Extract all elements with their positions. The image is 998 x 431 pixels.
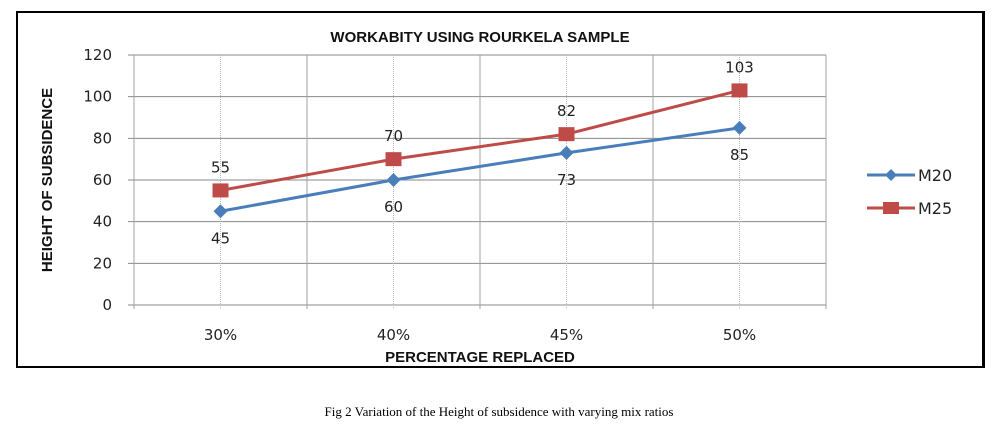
chart-frame <box>16 11 985 368</box>
figure-caption: Fig 2 Variation of the Height of subside… <box>324 404 674 419</box>
y-tick-label: 100 <box>83 88 112 106</box>
y-tick-label: 120 <box>83 46 112 64</box>
legend-label: M20 <box>918 166 952 185</box>
data-label: 82 <box>557 102 576 120</box>
legend-marker-square <box>883 202 899 214</box>
y-tick-label: 40 <box>93 213 112 231</box>
data-label: 103 <box>725 58 754 76</box>
y-tick-label: 20 <box>93 254 112 272</box>
line-chart: 0 20 40 60 80 100 120 30% 40% 45% 50% WORKABITY USI… <box>39 29 952 366</box>
y-axis-title: HEIGHT OF SUBSIDENCE <box>39 88 56 272</box>
data-label: 55 <box>211 158 230 176</box>
legend-label: M25 <box>918 199 952 218</box>
marker-diamond <box>559 145 574 160</box>
data-label: 73 <box>557 171 576 189</box>
data-label: 45 <box>211 229 230 247</box>
x-axis-title: PERCENTAGE REPLACED <box>385 349 575 366</box>
x-tick-label: 45% <box>550 326 583 344</box>
x-tick-label: 30% <box>204 326 237 344</box>
x-tick-label: 50% <box>723 326 756 344</box>
series-line-M20 <box>220 126 740 213</box>
marker-square <box>558 127 575 142</box>
marker-diamond <box>386 173 401 187</box>
marker-square <box>731 83 748 98</box>
marker-diamond <box>732 120 747 135</box>
series-line-M25 <box>220 88 740 192</box>
marker-square <box>385 152 402 167</box>
marker-square <box>212 183 229 198</box>
chart-title: WORKABITY USING ROURKELA SAMPLE <box>330 29 629 46</box>
y-tick-label: 60 <box>93 171 112 189</box>
x-tick-label: 40% <box>377 326 410 344</box>
data-label: 85 <box>730 146 749 164</box>
y-tick-label: 0 <box>102 296 112 314</box>
marker-diamond <box>213 204 228 219</box>
data-label: 70 <box>384 127 403 145</box>
y-tick-label: 80 <box>93 129 112 147</box>
legend-marker-diamond <box>885 169 897 181</box>
data-label: 60 <box>384 198 403 216</box>
